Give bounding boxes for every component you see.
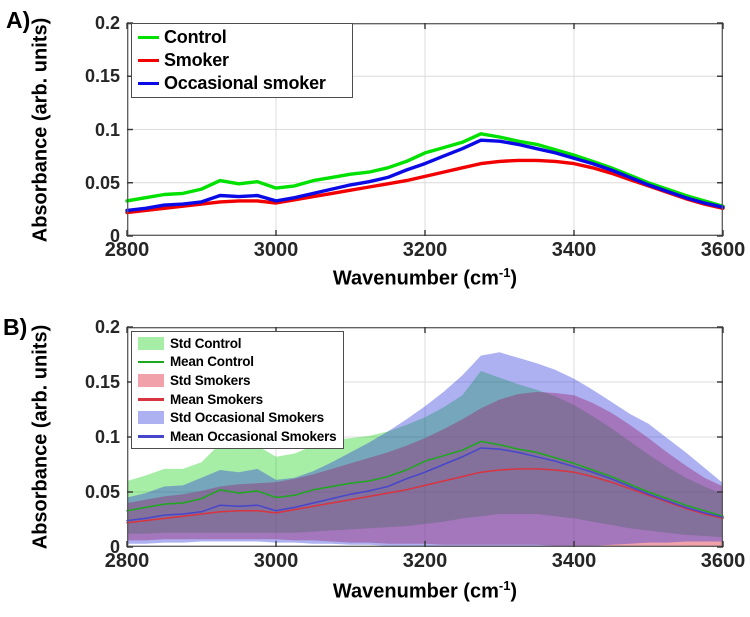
x-axis-label-superscript: -1 — [498, 578, 511, 593]
legend-item-label: Smoker — [164, 50, 229, 70]
panel-a-legend: Control Smoker Occasional smoker — [131, 23, 353, 98]
x-tick-label: 3200 — [402, 550, 448, 572]
panel-b-legend: Std Control Mean Control Std Smokers Mean S… — [131, 331, 344, 449]
x-axis-label-text: Wavenumber (cm — [332, 580, 499, 603]
x-tick-label: 2800 — [104, 550, 150, 572]
legend-line-swatch — [138, 398, 164, 401]
series-line-2 — [125, 138, 725, 213]
y-tick-label: 0.2 — [94, 317, 120, 337]
x-axis-label-close: ) — [510, 580, 518, 603]
panel-b-plot — [126, 326, 724, 548]
legend-patch-swatch — [138, 374, 164, 388]
y-tick-label: 0 — [109, 537, 120, 557]
series-line-1 — [126, 468, 724, 524]
x-axis-label-close: ) — [510, 267, 518, 290]
panel-b-x-axis-label: Wavenumber (cm-1) — [127, 578, 723, 604]
x-tick-label: 3600 — [700, 550, 746, 572]
legend-line-swatch — [138, 435, 164, 438]
panel-b-letter: B) — [3, 314, 28, 340]
series-line-0 — [125, 132, 725, 208]
legend-item-label: Std Control — [170, 335, 242, 351]
legend-item-label: Mean Smokers — [170, 391, 263, 407]
panel-a-x-axis-label: Wavenumber (cm-1) — [127, 265, 723, 291]
std-band-2 — [127, 352, 723, 547]
legend-item: Std Occasional Smokers — [138, 410, 337, 425]
y-tick-label: 0.1 — [94, 119, 120, 140]
legend-patch-swatch — [138, 411, 164, 425]
x-tick-label: 2800 — [104, 239, 150, 261]
y-tick-label: 0.05 — [84, 172, 120, 193]
legend-line-swatch — [138, 58, 159, 63]
legend-item-label: Mean Control — [170, 354, 254, 370]
y-tick-label: 0.15 — [84, 372, 120, 392]
legend-line-swatch — [138, 81, 159, 86]
series-line-1 — [125, 158, 725, 215]
y-tick-label: 0 — [109, 226, 120, 246]
legend-item-label: Std Smokers — [170, 373, 251, 389]
x-axis-label-superscript: -1 — [498, 265, 511, 280]
legend-patch-swatch — [138, 336, 164, 350]
y-tick-label: 0.1 — [94, 427, 120, 447]
legend-item: Std Control — [138, 336, 337, 351]
legend-item-label: Mean Occasional Smokers — [170, 429, 337, 445]
y-tick-label: 0.2 — [94, 13, 120, 33]
x-tick-label: 3400 — [551, 239, 597, 261]
legend-item-label: Std Occasional Smokers — [170, 410, 324, 426]
x-tick-label: 3600 — [700, 239, 746, 261]
std-band-0 — [127, 371, 723, 538]
legend-item-label: Occasional smoker — [164, 73, 326, 93]
legend-item: Occasional smoker — [138, 73, 346, 94]
x-tick-label: 3000 — [253, 550, 299, 572]
legend-item: Smoker — [138, 50, 346, 71]
x-tick-label: 3000 — [253, 239, 299, 261]
legend-item: Control — [138, 27, 346, 48]
legend-item-label: Control — [164, 27, 227, 47]
panel-a-letter: A) — [6, 7, 31, 33]
y-tick-label: 0.05 — [84, 482, 120, 502]
series-line-0 — [126, 440, 724, 517]
y-tick-label: 0.15 — [84, 66, 120, 87]
legend-item: Mean Occasional Smokers — [138, 429, 337, 444]
legend-line-swatch — [138, 360, 164, 364]
legend-item: Std Smokers — [138, 373, 337, 388]
x-tick-label: 3400 — [551, 550, 597, 572]
series-line-2 — [126, 447, 724, 522]
x-tick-label: 3200 — [402, 239, 448, 261]
legend-item: Mean Control — [138, 354, 337, 369]
legend-item: Mean Smokers — [138, 392, 337, 407]
legend-line-swatch — [138, 35, 159, 40]
std-band-1 — [127, 391, 723, 547]
x-axis-label-text: Wavenumber (cm — [332, 267, 499, 290]
